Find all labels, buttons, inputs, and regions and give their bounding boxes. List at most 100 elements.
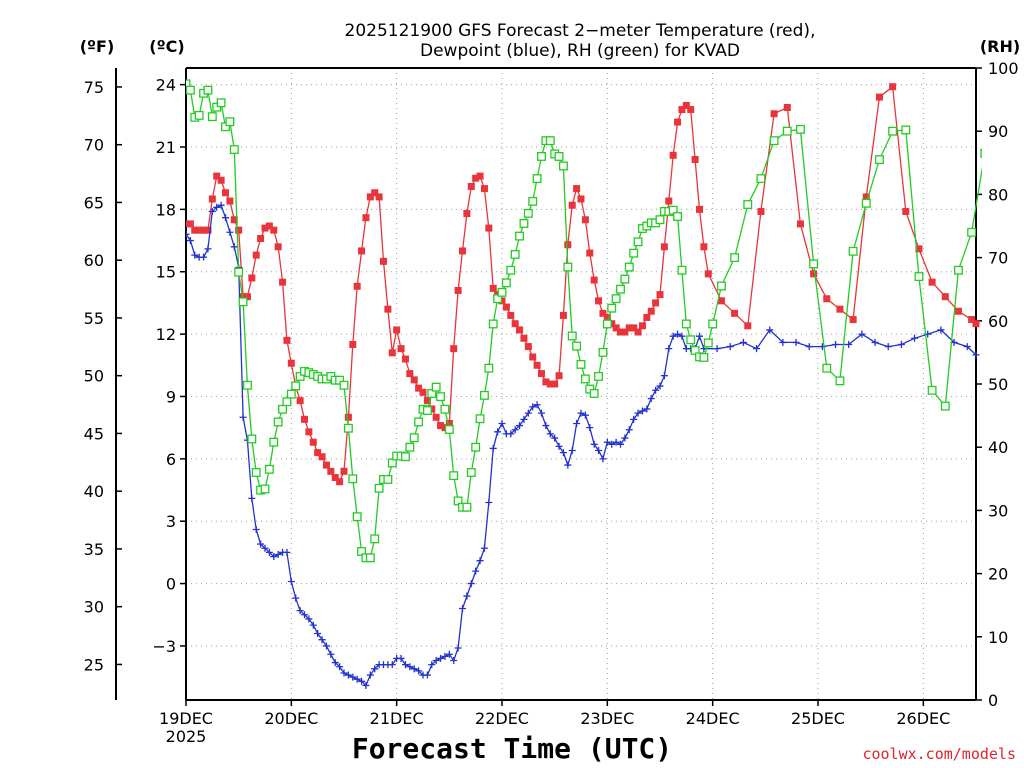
temperature-point <box>516 326 524 334</box>
dewpoint-point <box>252 526 260 534</box>
celsius-tick-label: 9 <box>166 387 176 406</box>
temperature-point <box>669 151 677 159</box>
dewpoint-point <box>476 557 484 565</box>
dewpoint-point <box>897 341 905 348</box>
temperature-point <box>634 328 642 336</box>
rh-point <box>624 262 634 272</box>
dewpoint-point <box>608 440 616 448</box>
temperature-point <box>327 467 335 475</box>
rh-point <box>203 85 213 95</box>
dewpoint-point <box>489 444 497 452</box>
rh-point <box>994 150 1002 158</box>
rh-point <box>589 389 599 398</box>
dewpoint-point <box>559 449 567 457</box>
dewpoint-point <box>467 580 475 588</box>
rh-point <box>436 392 446 402</box>
rh-point <box>471 442 481 452</box>
dewpoint-point <box>305 615 313 623</box>
dewpoint-point <box>713 345 721 353</box>
fahrenheit-tick-label: 50 <box>84 367 104 386</box>
rh-point <box>655 215 665 225</box>
temperature-point <box>538 370 545 378</box>
dewpoint-point <box>349 673 357 681</box>
rh-point <box>914 272 924 282</box>
temperature-point <box>770 110 778 118</box>
dewpoint-point <box>322 642 330 650</box>
temperature-point <box>279 278 287 286</box>
fahrenheit-tick-label: 30 <box>84 598 104 617</box>
temperature-point <box>630 324 638 332</box>
rh-point <box>409 433 419 443</box>
temperature-point <box>529 353 537 361</box>
time-tick-label: 21DEC <box>370 709 424 728</box>
dewpoint-point <box>287 578 295 585</box>
dewpoint-point <box>516 422 524 430</box>
dewpoint-point <box>437 654 445 662</box>
temperature-point <box>336 478 344 486</box>
rh-point <box>782 126 792 136</box>
rh-point <box>528 196 538 206</box>
temperature-point <box>186 220 194 228</box>
temperature-point <box>472 174 480 182</box>
temperature-point <box>239 293 247 301</box>
time-tick-label: 22DEC <box>475 709 529 728</box>
temperature-point <box>502 303 510 311</box>
temperature-point <box>349 341 357 348</box>
dewpoint-point <box>766 326 774 334</box>
temperature-point <box>314 449 322 457</box>
temperature-point <box>358 247 366 255</box>
temperature-point <box>353 282 361 290</box>
dewpoint-point <box>340 669 348 677</box>
rh-point <box>501 278 511 288</box>
dewpoint-point <box>660 372 668 380</box>
rh-point <box>558 161 568 171</box>
dewpoint-point <box>186 230 190 238</box>
dewpoint-point <box>353 675 361 683</box>
temperature-point <box>717 297 725 305</box>
dewpoint-point <box>257 540 265 548</box>
time-tick-label: 24DEC <box>686 709 740 728</box>
dewpoint-point <box>564 461 572 469</box>
rh-tick-label: 30 <box>988 501 1008 520</box>
rh-point <box>339 380 349 390</box>
temperature-point <box>191 226 199 234</box>
dewpoint-point <box>538 409 545 417</box>
temperature-point <box>480 185 488 193</box>
dewpoint-point <box>617 440 624 448</box>
temperature-point <box>489 284 497 292</box>
rh-point <box>431 382 441 392</box>
temperature-point <box>625 324 633 332</box>
temperature-point <box>261 224 269 232</box>
temperature-point <box>660 243 668 251</box>
dewpoint-point <box>217 201 225 209</box>
rh-point <box>835 376 845 386</box>
rh-point <box>273 417 283 427</box>
dewpoint-point <box>362 681 370 689</box>
dewpoint-point <box>599 455 607 463</box>
temperature-point <box>419 388 427 396</box>
temperature-point <box>217 176 225 184</box>
temperature-point <box>305 428 313 436</box>
temperature-point <box>270 226 278 234</box>
temperature-point <box>401 355 409 363</box>
dewpoint-point <box>358 677 366 685</box>
temperature-point <box>823 295 831 303</box>
dewpoint-point <box>410 665 418 673</box>
dewpoint-point <box>432 657 440 664</box>
dewpoint-point <box>366 671 374 679</box>
dewpoint-point <box>213 203 221 211</box>
temperature-point <box>344 413 352 421</box>
temperature-point <box>586 249 594 257</box>
temperature-point <box>836 305 844 313</box>
dewpoint-point <box>318 636 326 644</box>
temperature-point <box>687 106 695 114</box>
rh-point <box>515 231 525 241</box>
temperature-point <box>638 322 646 330</box>
temperature-point <box>564 241 572 249</box>
dewpoint-point <box>586 424 594 432</box>
rh-point <box>405 442 415 452</box>
temperature-point <box>915 245 923 253</box>
dewpoint-point <box>779 338 787 346</box>
